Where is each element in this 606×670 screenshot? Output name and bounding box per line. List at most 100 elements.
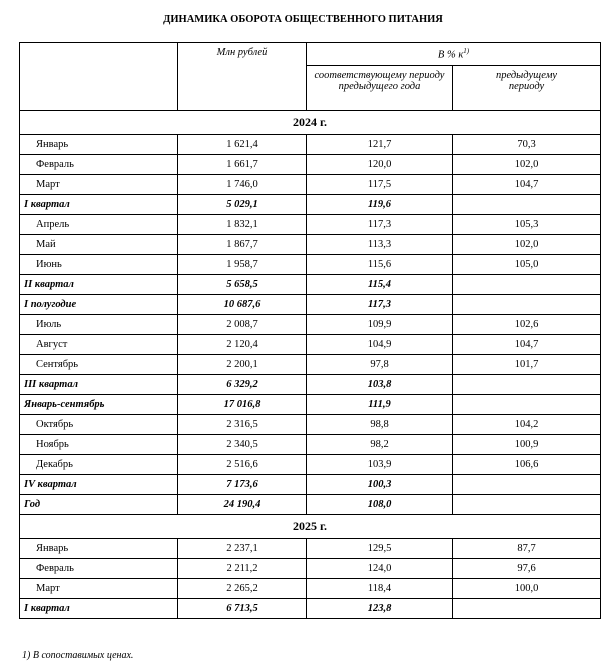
cell: 124,0 [306,558,453,579]
cell [451,474,602,495]
cell: 24 190,4 [177,494,307,515]
year-row: 2024 г. [18,110,602,135]
cell: 17 016,8 [177,394,307,415]
cell: 103,8 [306,374,453,395]
data-row: Сентябрь 2 200,1 97,8 101,7 [19,354,602,375]
cell: 98,2 [306,434,453,455]
row-label: Сентябрь [19,354,178,375]
row-label: Февраль [19,154,178,175]
row-label: Ноябрь [19,434,178,455]
cell: 103,9 [306,454,453,475]
row-label: Март [19,578,178,599]
data-row: Май 1 867,7 113,3 102,0 [19,234,602,255]
data-row: Ноябрь 2 340,5 98,2 100,9 [19,434,602,455]
row-label: III квартал [19,374,178,395]
data-row: I квартал 6 713,5 123,8 [19,598,602,619]
cell: 109,9 [306,314,453,335]
cell: 1 621,4 [177,134,307,155]
cell: 104,9 [306,334,453,355]
row-label: Октябрь [19,414,178,435]
footnote-ref: 1) [463,47,470,55]
data-row: Январь 2 237,1 129,5 87,7 [19,538,602,559]
year-cell: 2025 г. [18,514,602,539]
row-label: Год [19,494,178,515]
data-row: Год 24 190,4 108,0 [19,494,602,515]
row-label: I квартал [19,598,178,619]
cell: 121,7 [306,134,453,155]
cell: 104,7 [451,334,602,355]
data-row: III квартал 6 329,2 103,8 [19,374,602,395]
row-label: Июль [19,314,178,335]
header-cell [19,42,178,111]
data-row: IV квартал 7 173,6 100,3 [19,474,602,495]
cell: 100,0 [451,578,602,599]
row-label: II квартал [19,274,178,295]
cell: 117,3 [306,294,453,315]
cell: 7 173,6 [177,474,307,495]
table: Млн рублей В % к1) соответствующему пери… [18,42,602,619]
data-row: Февраль 2 211,2 124,0 97,6 [19,558,602,579]
data-row: I квартал 5 029,1 119,6 [19,194,602,215]
cell: 2 516,6 [177,454,307,475]
data-row: Февраль 1 661,7 120,0 102,0 [19,154,602,175]
row-label: I полугодие [19,294,178,315]
year-row: 2025 г. [18,514,602,539]
cell: 108,0 [306,494,453,515]
data-row: Апрель 1 832,1 117,3 105,3 [19,214,602,235]
cell: 117,5 [306,174,453,195]
row-label: Апрель [19,214,178,235]
cell: 111,9 [306,394,453,415]
cell: 100,9 [451,434,602,455]
row-label: Январь [19,134,178,155]
footnote: 1) В сопоставимых ценах. [22,650,134,661]
cell: 1 958,7 [177,254,307,275]
cell [451,294,602,315]
cell: 123,8 [306,598,453,619]
cell: 2 265,2 [177,578,307,599]
data-row: Декабрь 2 516,6 103,9 106,6 [19,454,602,475]
cell: 104,2 [451,414,602,435]
cell: 1 746,0 [177,174,307,195]
cell: 102,0 [451,234,602,255]
cell: 97,6 [451,558,602,579]
cell: 115,4 [306,274,453,295]
cell: 98,8 [306,414,453,435]
header-cell: Млн рублей [177,42,307,111]
cell: 102,0 [451,154,602,175]
cell: 1 832,1 [177,214,307,235]
row-label: Июнь [19,254,178,275]
year-cell: 2024 г. [18,110,602,135]
cell: 2 211,2 [177,558,307,579]
cell: 119,6 [306,194,453,215]
cell: 2 200,1 [177,354,307,375]
cell: 129,5 [306,538,453,559]
cell: 87,7 [451,538,602,559]
cell [451,274,602,295]
row-label: I квартал [19,194,178,215]
header-cell: соответствующему периоду предыдущего год… [306,65,453,111]
title: ДИНАМИКА ОБОРОТА ОБЩЕСТВЕННОГО ПИТАНИЯ [163,14,443,25]
cell: 2 237,1 [177,538,307,559]
cell: 120,0 [306,154,453,175]
cell: 105,3 [451,214,602,235]
cell: 104,7 [451,174,602,195]
cell: 100,3 [306,474,453,495]
cell: 2 316,5 [177,414,307,435]
data-row: Январь-сентябрь 17 016,8 111,9 [19,394,602,415]
cell: 1 661,7 [177,154,307,175]
cell [451,394,602,415]
data-row: Август 2 120,4 104,9 104,7 [19,334,602,355]
row-label: Январь [19,538,178,559]
data-row: Июнь 1 958,7 115,6 105,0 [19,254,602,275]
cell [451,494,602,515]
row-label: Март [19,174,178,195]
cell: 2 008,7 [177,314,307,335]
cell: 118,4 [306,578,453,599]
cell: 101,7 [451,354,602,375]
data-row: II квартал 5 658,5 115,4 [19,274,602,295]
row-label: Февраль [19,558,178,579]
cell: 10 687,6 [177,294,307,315]
cell: 6 329,2 [177,374,307,395]
cell: 2 120,4 [177,334,307,355]
